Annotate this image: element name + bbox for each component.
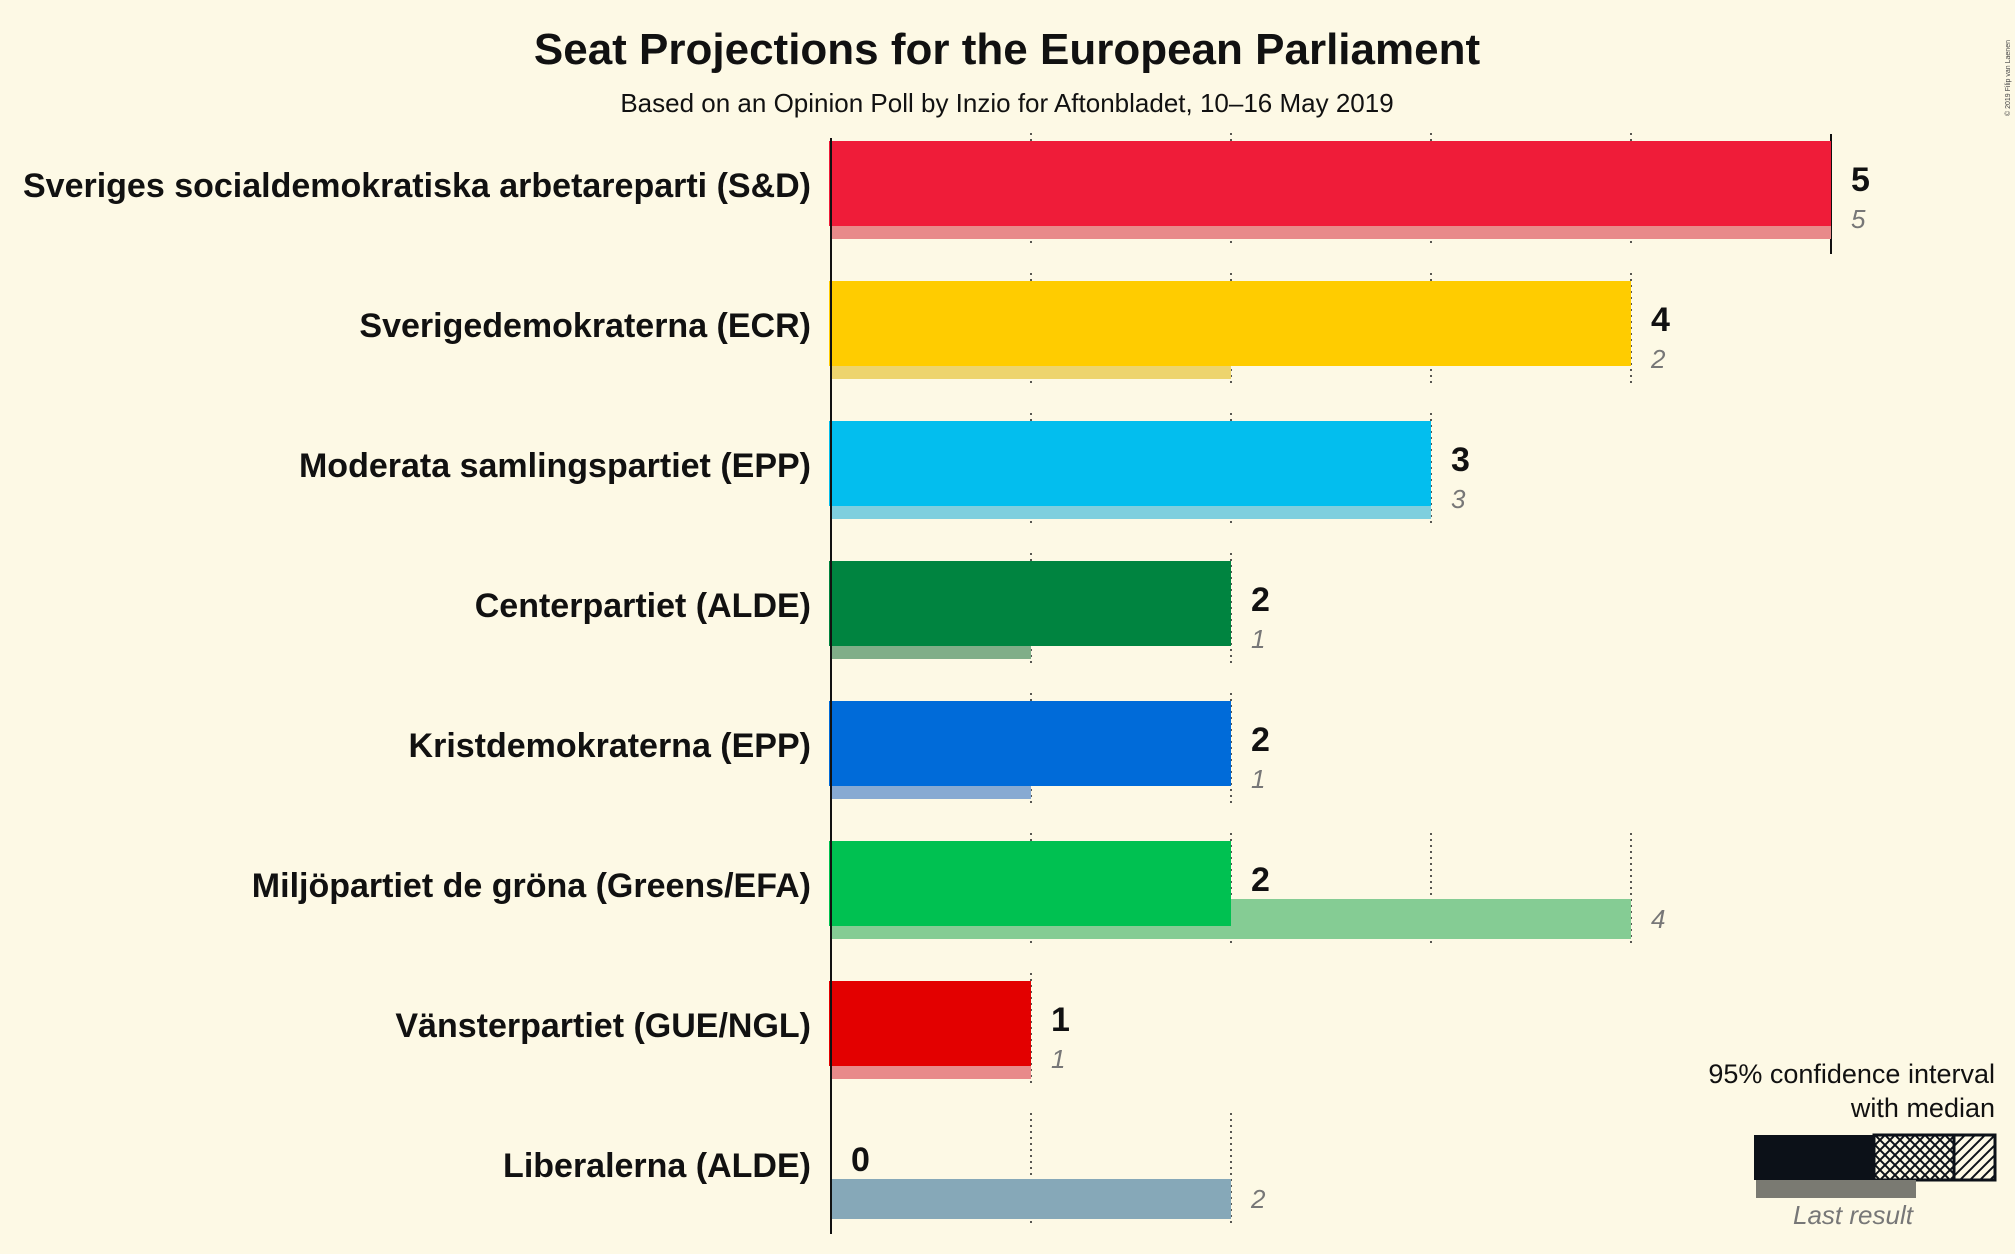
- legend: 95% confidence interval with median Last…: [1708, 1059, 1997, 1230]
- value-label: 2: [1251, 721, 1270, 759]
- value-label: 5: [1851, 161, 1870, 199]
- value-label: 0: [851, 1141, 870, 1179]
- category-label: Centerpartiet (ALDE): [475, 587, 811, 625]
- legend-title-line-2: with median: [1850, 1093, 1995, 1123]
- legend-ci-hatch: [1952, 1133, 1997, 1182]
- legend-ci-solid: [1754, 1135, 1874, 1180]
- projection-bar: [829, 141, 1831, 226]
- value-label: 2: [1251, 581, 1270, 619]
- last-result-label: 2: [1250, 1184, 1266, 1214]
- last-result-label: 1: [1251, 624, 1265, 654]
- projection-bar: [829, 281, 1631, 366]
- category-label: Moderata samlingspartiet (EPP): [299, 447, 811, 485]
- value-label: 2: [1251, 861, 1270, 899]
- projection-bar: [829, 701, 1231, 786]
- last-result-label: 4: [1651, 904, 1665, 934]
- projection-bar: [829, 981, 1031, 1066]
- copyright: © 2019 Filip van Laenen: [2004, 40, 2012, 116]
- category-label: Sverigedemokraterna (ECR): [359, 307, 811, 345]
- value-label: 1: [1051, 1001, 1070, 1039]
- category-label: Vänsterpartiet (GUE/NGL): [395, 1007, 811, 1045]
- chart-title: Seat Projections for the European Parlia…: [534, 25, 1481, 74]
- legend-last-result-label: Last result: [1793, 1200, 1915, 1230]
- value-label: 4: [1651, 301, 1670, 339]
- projection-bar: [829, 421, 1431, 506]
- category-label: Miljöpartiet de gröna (Greens/EFA): [252, 867, 811, 905]
- category-label: Sveriges socialdemokratiska arbetarepart…: [23, 167, 811, 205]
- legend-ci-crosshatch: [1872, 1133, 1956, 1182]
- legend-title-line-1: 95% confidence interval: [1708, 1059, 1995, 1089]
- labels: Sveriges socialdemokratiska arbetarepart…: [23, 161, 1870, 1214]
- last-result-label: 2: [1650, 344, 1666, 374]
- last-result-bar: [831, 1179, 1231, 1219]
- projection-bar: [829, 841, 1231, 926]
- last-result-label: 1: [1251, 764, 1265, 794]
- category-label: Kristdemokraterna (EPP): [409, 727, 811, 765]
- last-result-label: 5: [1851, 204, 1866, 234]
- bars: [829, 141, 1831, 1219]
- category-label: Liberalerna (ALDE): [503, 1147, 811, 1185]
- value-label: 3: [1451, 441, 1470, 479]
- chart-subtitle: Based on an Opinion Poll by Inzio for Af…: [620, 88, 1393, 118]
- last-result-label: 3: [1451, 484, 1466, 514]
- projection-bar: [829, 561, 1231, 646]
- last-result-label: 1: [1051, 1044, 1065, 1074]
- legend-last-result-bar: [1756, 1180, 1916, 1198]
